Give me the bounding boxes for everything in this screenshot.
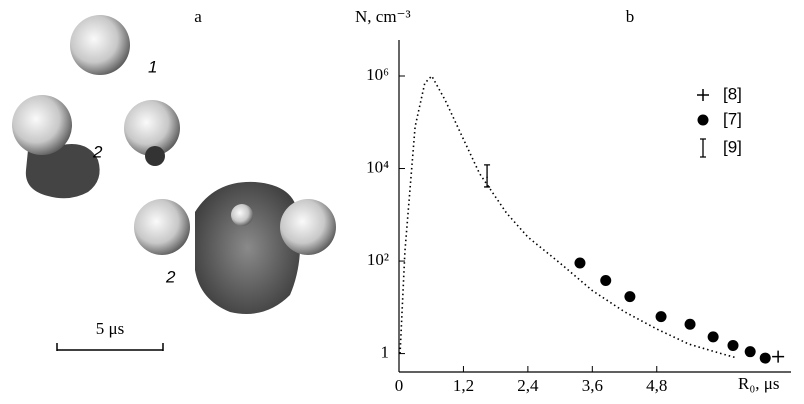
data-point xyxy=(760,353,771,364)
x-axis-label: R₀, μs xyxy=(738,374,780,393)
legend-marker xyxy=(697,89,709,101)
y-tick-label: 10² xyxy=(367,250,389,269)
data-point xyxy=(745,346,756,357)
figure: a 1 2 2 5 μs b N, cm⁻³ R₀, μs 1 10² 10⁴ 10⁶… xyxy=(0,0,804,404)
legend-label: [9] xyxy=(723,137,742,156)
data-point xyxy=(600,275,611,286)
data-point xyxy=(656,311,667,322)
data-point xyxy=(685,319,696,330)
y-axis-label: N, cm⁻³ xyxy=(355,7,411,26)
legend-label: [7] xyxy=(723,109,742,128)
particle-label: 1 xyxy=(148,57,157,76)
x-tick-label: 1,2 xyxy=(453,376,474,395)
panel-a-image xyxy=(12,15,336,351)
error-bar xyxy=(484,165,490,187)
data-point xyxy=(624,291,635,302)
particle-label: 2 xyxy=(165,267,176,286)
data-point xyxy=(772,351,784,363)
curve xyxy=(400,76,737,358)
particle-label: 2 xyxy=(92,142,103,161)
error-center xyxy=(486,176,488,178)
data-point xyxy=(728,340,739,351)
legend-marker xyxy=(700,139,706,157)
legend-marker xyxy=(698,115,709,126)
panel-label: a xyxy=(194,7,202,26)
y-tick-label: 10⁴ xyxy=(366,157,389,176)
data-point xyxy=(708,331,719,342)
y-tick-label: 1 xyxy=(381,342,390,361)
x-tick-label: 0 xyxy=(395,376,404,395)
x-tick-label: 3,6 xyxy=(582,376,603,395)
scale-bar-label: 5 μs xyxy=(96,319,124,338)
x-tick-label: 2,4 xyxy=(517,376,539,395)
y-tick-label: 10⁶ xyxy=(366,65,389,84)
x-tick-label: 4,8 xyxy=(646,376,667,395)
data-point xyxy=(574,257,585,268)
panel-label: b xyxy=(626,7,635,26)
legend-label: [8] xyxy=(723,84,742,103)
